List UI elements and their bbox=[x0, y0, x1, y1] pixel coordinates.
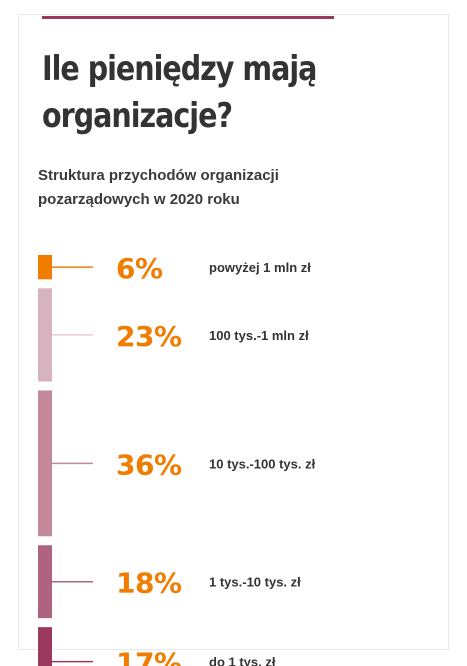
subtitle-line-2: pozarządowych w 2020 roku bbox=[38, 191, 240, 208]
bar-segment bbox=[38, 288, 52, 382]
category-label: do 1 tys. zł bbox=[209, 655, 276, 666]
percent-label: 23% bbox=[116, 320, 182, 353]
bar-segment bbox=[38, 390, 52, 537]
percent-label: 17% bbox=[116, 647, 182, 666]
bar-segment bbox=[38, 255, 52, 280]
bar-segment bbox=[38, 627, 52, 666]
title-line-2: organizacje? bbox=[42, 96, 233, 136]
infographic-card bbox=[18, 14, 449, 650]
category-label: 1 tys.-10 tys. zł bbox=[209, 575, 301, 590]
percent-label: 6% bbox=[116, 252, 163, 285]
percent-label: 18% bbox=[116, 567, 182, 600]
accent-bar bbox=[42, 16, 334, 19]
percent-label: 36% bbox=[116, 448, 182, 481]
subtitle-line-1: Struktura przychodów organizacji bbox=[38, 167, 279, 184]
category-label: 10 tys.-100 tys. zł bbox=[209, 456, 316, 471]
page-title: Ile pieniędzy mają organizacje? bbox=[42, 46, 370, 140]
category-label: 100 tys.-1 mln zł bbox=[209, 328, 309, 343]
bar-segment bbox=[38, 545, 52, 619]
title-line-1: Ile pieniędzy mają bbox=[42, 49, 317, 89]
category-label: powyżej 1 mln zł bbox=[209, 260, 311, 275]
chart-subtitle: Struktura przychodów organizacji pozarzą… bbox=[38, 164, 358, 212]
